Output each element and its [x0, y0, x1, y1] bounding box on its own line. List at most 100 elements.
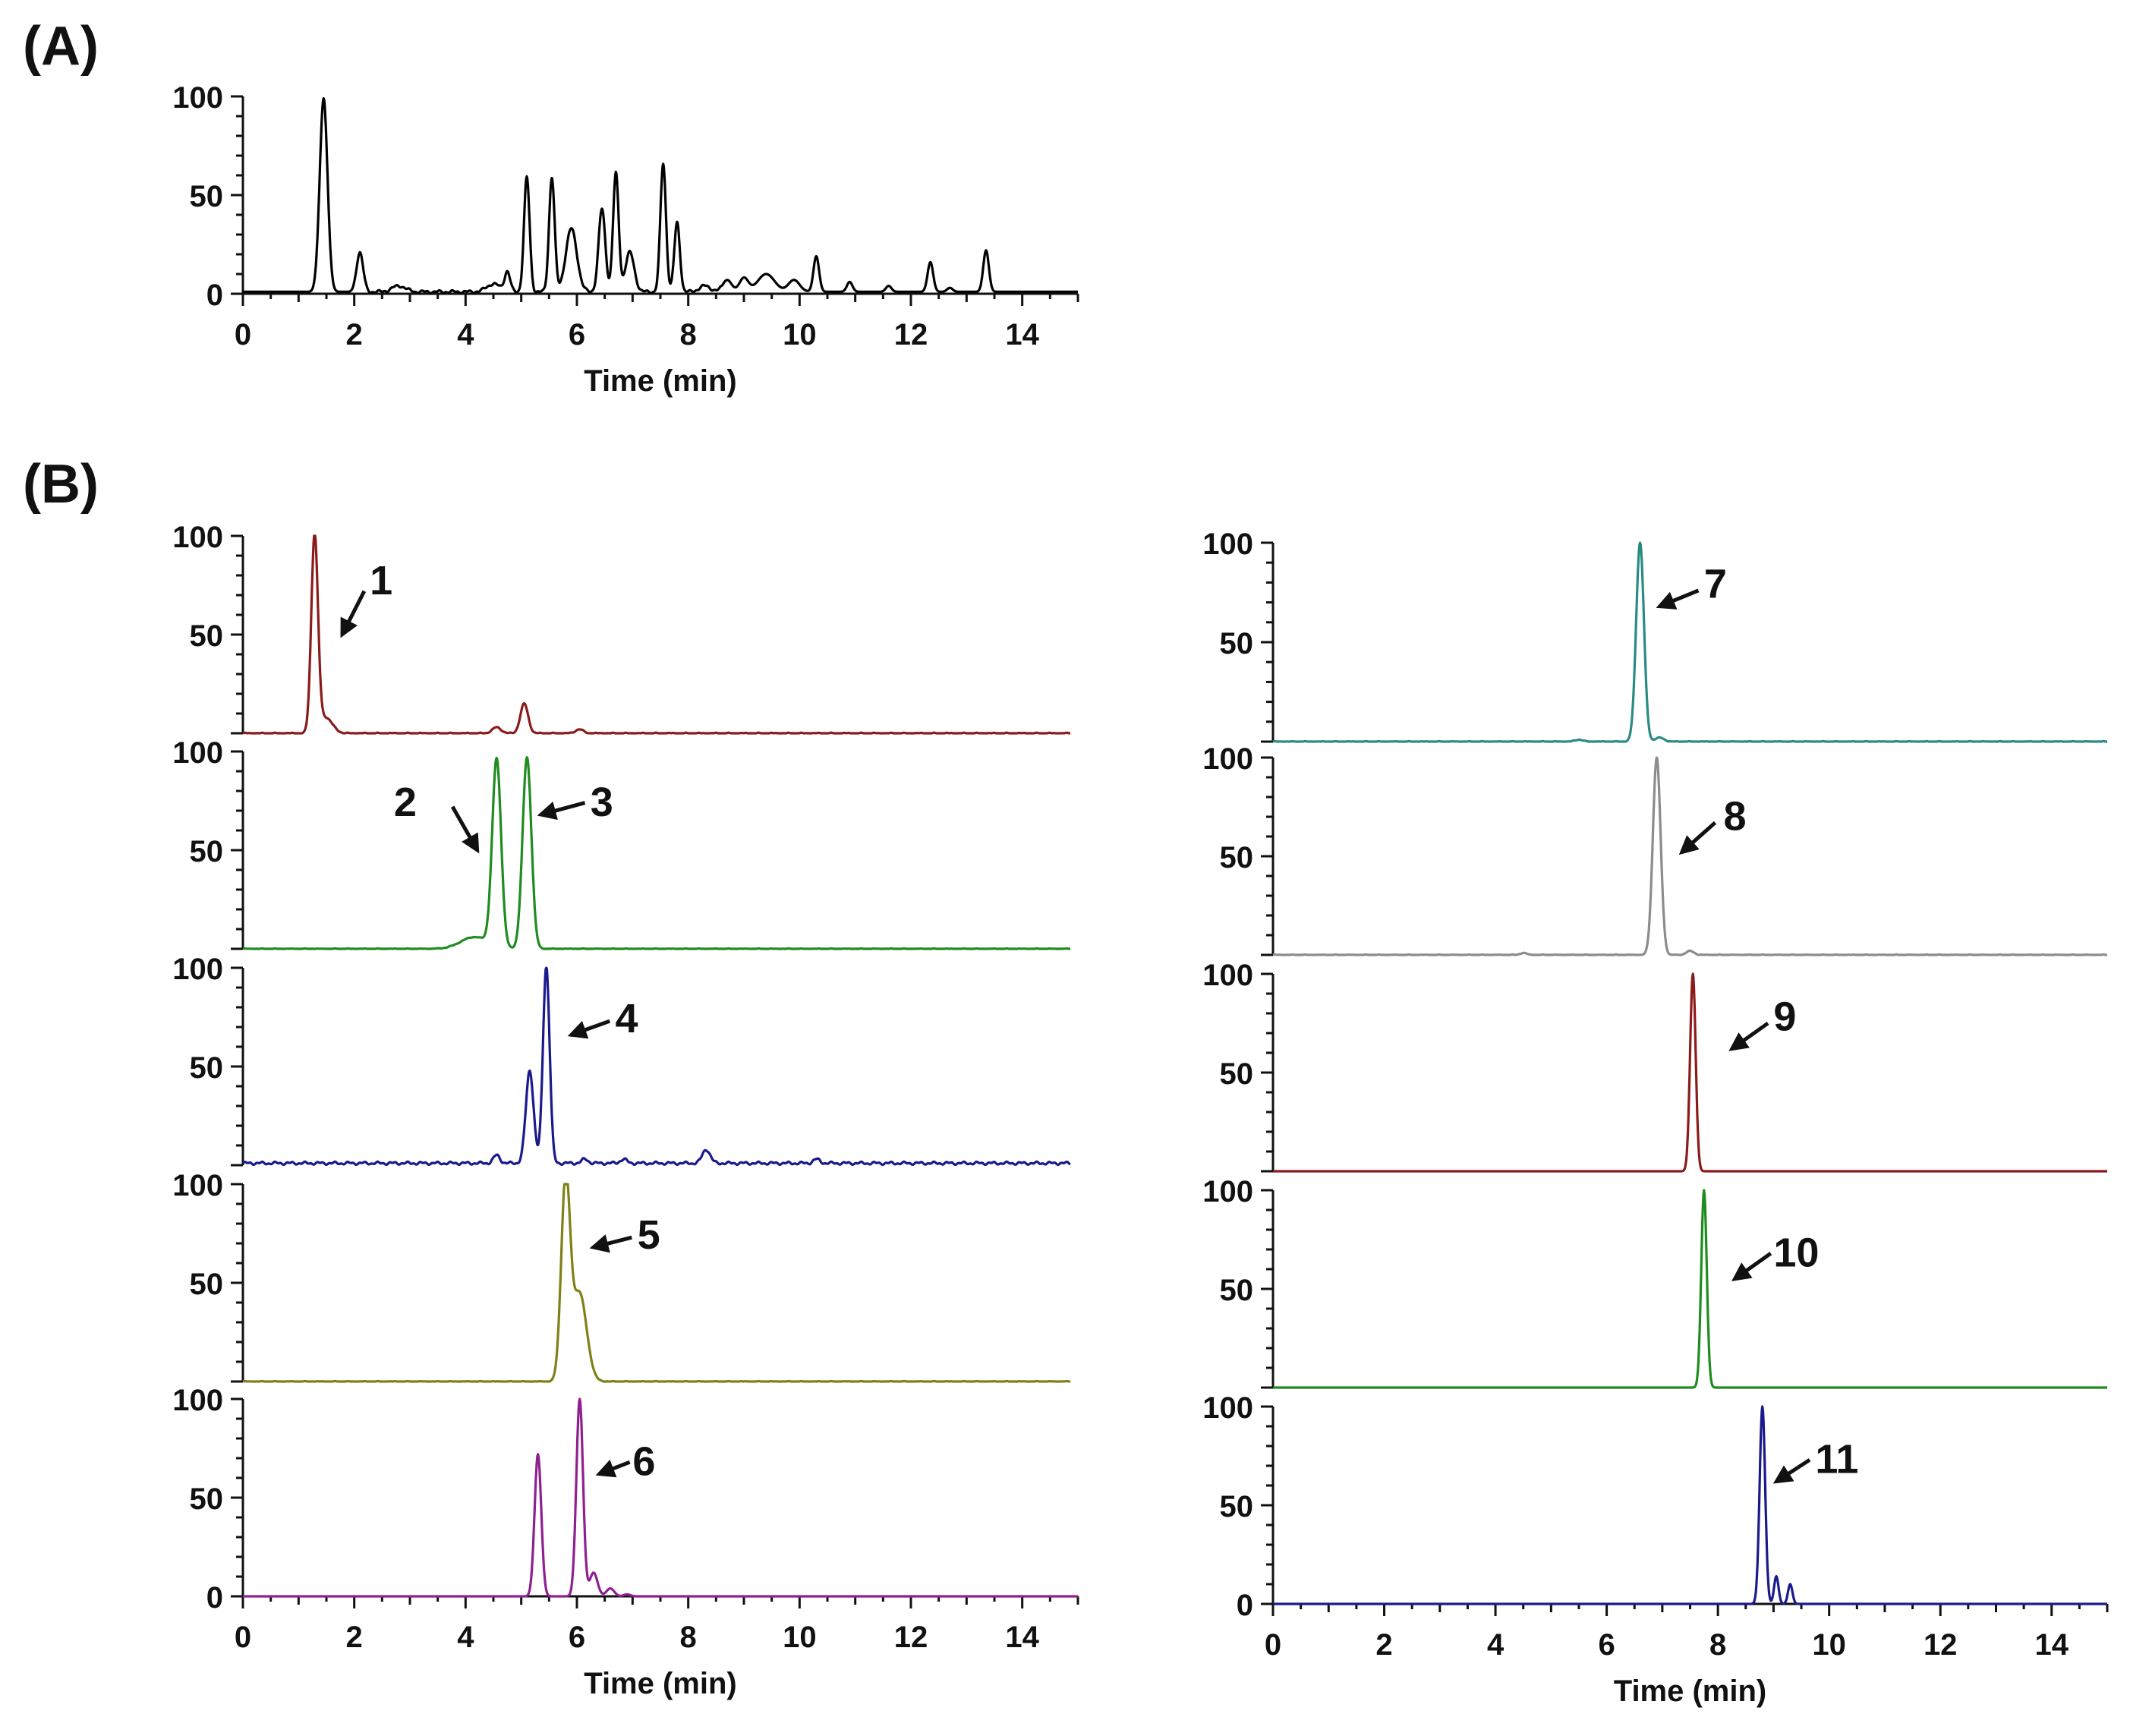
y-tick-label: 100: [172, 1384, 223, 1417]
y-tick-label: 50: [190, 835, 224, 868]
x-tick-label: 8: [1709, 1628, 1726, 1662]
y-tick-label: 100: [172, 1169, 223, 1202]
y-tick-label: 100: [1202, 528, 1253, 561]
chart-B4: 50 100 5: [172, 1169, 1071, 1383]
y-tick-label: 50: [1220, 841, 1254, 874]
y-tick-label: 100: [172, 81, 223, 115]
chart-B3: 50 100 4: [172, 953, 1071, 1167]
y-tick-label: 0: [206, 1581, 223, 1615]
peak-arrow: [340, 590, 367, 638]
x-axis-title: Time (min): [584, 364, 737, 398]
series-line-total-chromatogram: [242, 97, 1079, 295]
panel-label-b: (B): [23, 454, 99, 515]
y-tick-label: 0: [206, 279, 223, 312]
y-tick-label: 100: [1202, 742, 1253, 776]
y-tick-label: 50: [190, 1482, 224, 1516]
chart-B10: 0 50 100 0 2 4 6 8 10 12 14 Time (min) 11: [1202, 1391, 2109, 1708]
x-tick-label: 12: [1924, 1628, 1958, 1662]
x-tick-label: 10: [783, 318, 817, 351]
x-tick-label: 12: [894, 1621, 928, 1654]
series-line-compound-7: [1272, 541, 2108, 743]
x-tick-label: 8: [680, 1621, 697, 1654]
y-tick-label: 100: [1202, 959, 1253, 992]
peak-label: 10: [1773, 1230, 1819, 1276]
y-tick-label: 50: [190, 1268, 224, 1301]
chart-B1: 50 100 1: [172, 521, 1071, 735]
y-tick-label: 100: [172, 953, 223, 986]
y-tick-label: 0: [1237, 1589, 1253, 1622]
y-tick-label: 50: [190, 180, 224, 213]
x-tick-label: 4: [1487, 1628, 1505, 1662]
x-tick-label: 2: [346, 318, 363, 351]
series-line-compound-10: [1272, 1189, 2108, 1389]
x-tick-label: 0: [235, 1621, 251, 1654]
y-tick-label: 100: [1202, 1175, 1253, 1208]
series-line-compound-5: [242, 1183, 1071, 1383]
x-tick-label: 14: [1005, 1621, 1039, 1654]
y-tick-label: 50: [1220, 627, 1254, 660]
x-axis-title: Time (min): [1614, 1675, 1767, 1708]
panel-label-a: (A): [23, 16, 99, 77]
peak-arrow: [567, 1019, 611, 1039]
x-tick-label: 6: [569, 1621, 585, 1654]
x-tick-label: 8: [680, 318, 697, 351]
peak-label: 1: [370, 558, 392, 603]
x-axis-title: Time (min): [584, 1667, 737, 1700]
y-tick-label: 50: [1220, 1057, 1254, 1091]
y-tick-label: 100: [172, 736, 223, 770]
series-line-compound-6: [242, 1397, 1079, 1598]
chart-B5: 0 50 100 0 2 4 6 8 10 12 14 Time (min) 6: [172, 1384, 1079, 1700]
y-tick-label: 50: [1220, 1490, 1254, 1523]
x-tick-label: 14: [2034, 1628, 2069, 1662]
peak-arrow: [1772, 1458, 1811, 1484]
peak-label: 7: [1704, 561, 1727, 606]
y-tick-label: 100: [1202, 1391, 1253, 1425]
y-tick-label: 50: [190, 619, 224, 653]
x-tick-label: 0: [1265, 1628, 1281, 1662]
peak-arrow: [1731, 1252, 1772, 1281]
chart-A: 0 50 100 0 2 4 6 8 10 12 14 Time (min): [172, 81, 1079, 398]
peak-label: 11: [1815, 1437, 1858, 1482]
peak-label: 8: [1723, 793, 1746, 839]
x-tick-label: 6: [1598, 1628, 1615, 1662]
peak-label: 6: [632, 1439, 655, 1485]
peak-arrow: [537, 801, 586, 821]
y-tick-label: 50: [190, 1051, 224, 1085]
chart-B9: 50 100 10: [1202, 1175, 2108, 1389]
series-line-compound-4: [241, 966, 1071, 1167]
chart-B6: 50 100 7: [1202, 528, 2108, 743]
x-tick-label: 2: [1375, 1628, 1392, 1662]
y-tick-label: 100: [172, 521, 223, 554]
peak-arrow: [450, 805, 480, 854]
peak-arrow: [1656, 588, 1700, 610]
series-line-compound-1: [242, 534, 1071, 735]
x-tick-label: 0: [235, 318, 251, 351]
x-tick-label: 2: [346, 1621, 363, 1654]
peak-label: 9: [1773, 994, 1796, 1040]
x-tick-label: 4: [457, 318, 474, 351]
peak-arrow: [1678, 821, 1717, 855]
peak-label: 2: [394, 780, 417, 825]
x-tick-label: 10: [783, 1621, 817, 1654]
chart-B7: 50 100 8: [1202, 742, 2108, 956]
series-line-compounds-2-and-3: [242, 756, 1071, 950]
peak-label: 3: [591, 780, 613, 825]
peak-arrow: [589, 1234, 632, 1253]
series-line-compound-11: [1272, 1405, 2108, 1605]
x-tick-label: 12: [894, 318, 928, 351]
series-line-compound-8: [1272, 756, 2108, 956]
x-tick-label: 6: [569, 318, 585, 351]
x-tick-label: 4: [457, 1621, 474, 1654]
y-tick-label: 50: [1220, 1274, 1254, 1307]
chart-B8: 50 100 9: [1202, 959, 2108, 1173]
x-tick-label: 10: [1812, 1628, 1846, 1662]
peak-arrow: [595, 1459, 631, 1478]
peak-label: 4: [616, 996, 638, 1041]
chart-B2: 50 100 2 3: [172, 736, 1071, 950]
peak-label: 5: [638, 1212, 660, 1258]
peak-arrow: [1728, 1021, 1769, 1051]
x-tick-label: 14: [1005, 318, 1039, 351]
series-line-compound-9: [1272, 972, 2108, 1173]
